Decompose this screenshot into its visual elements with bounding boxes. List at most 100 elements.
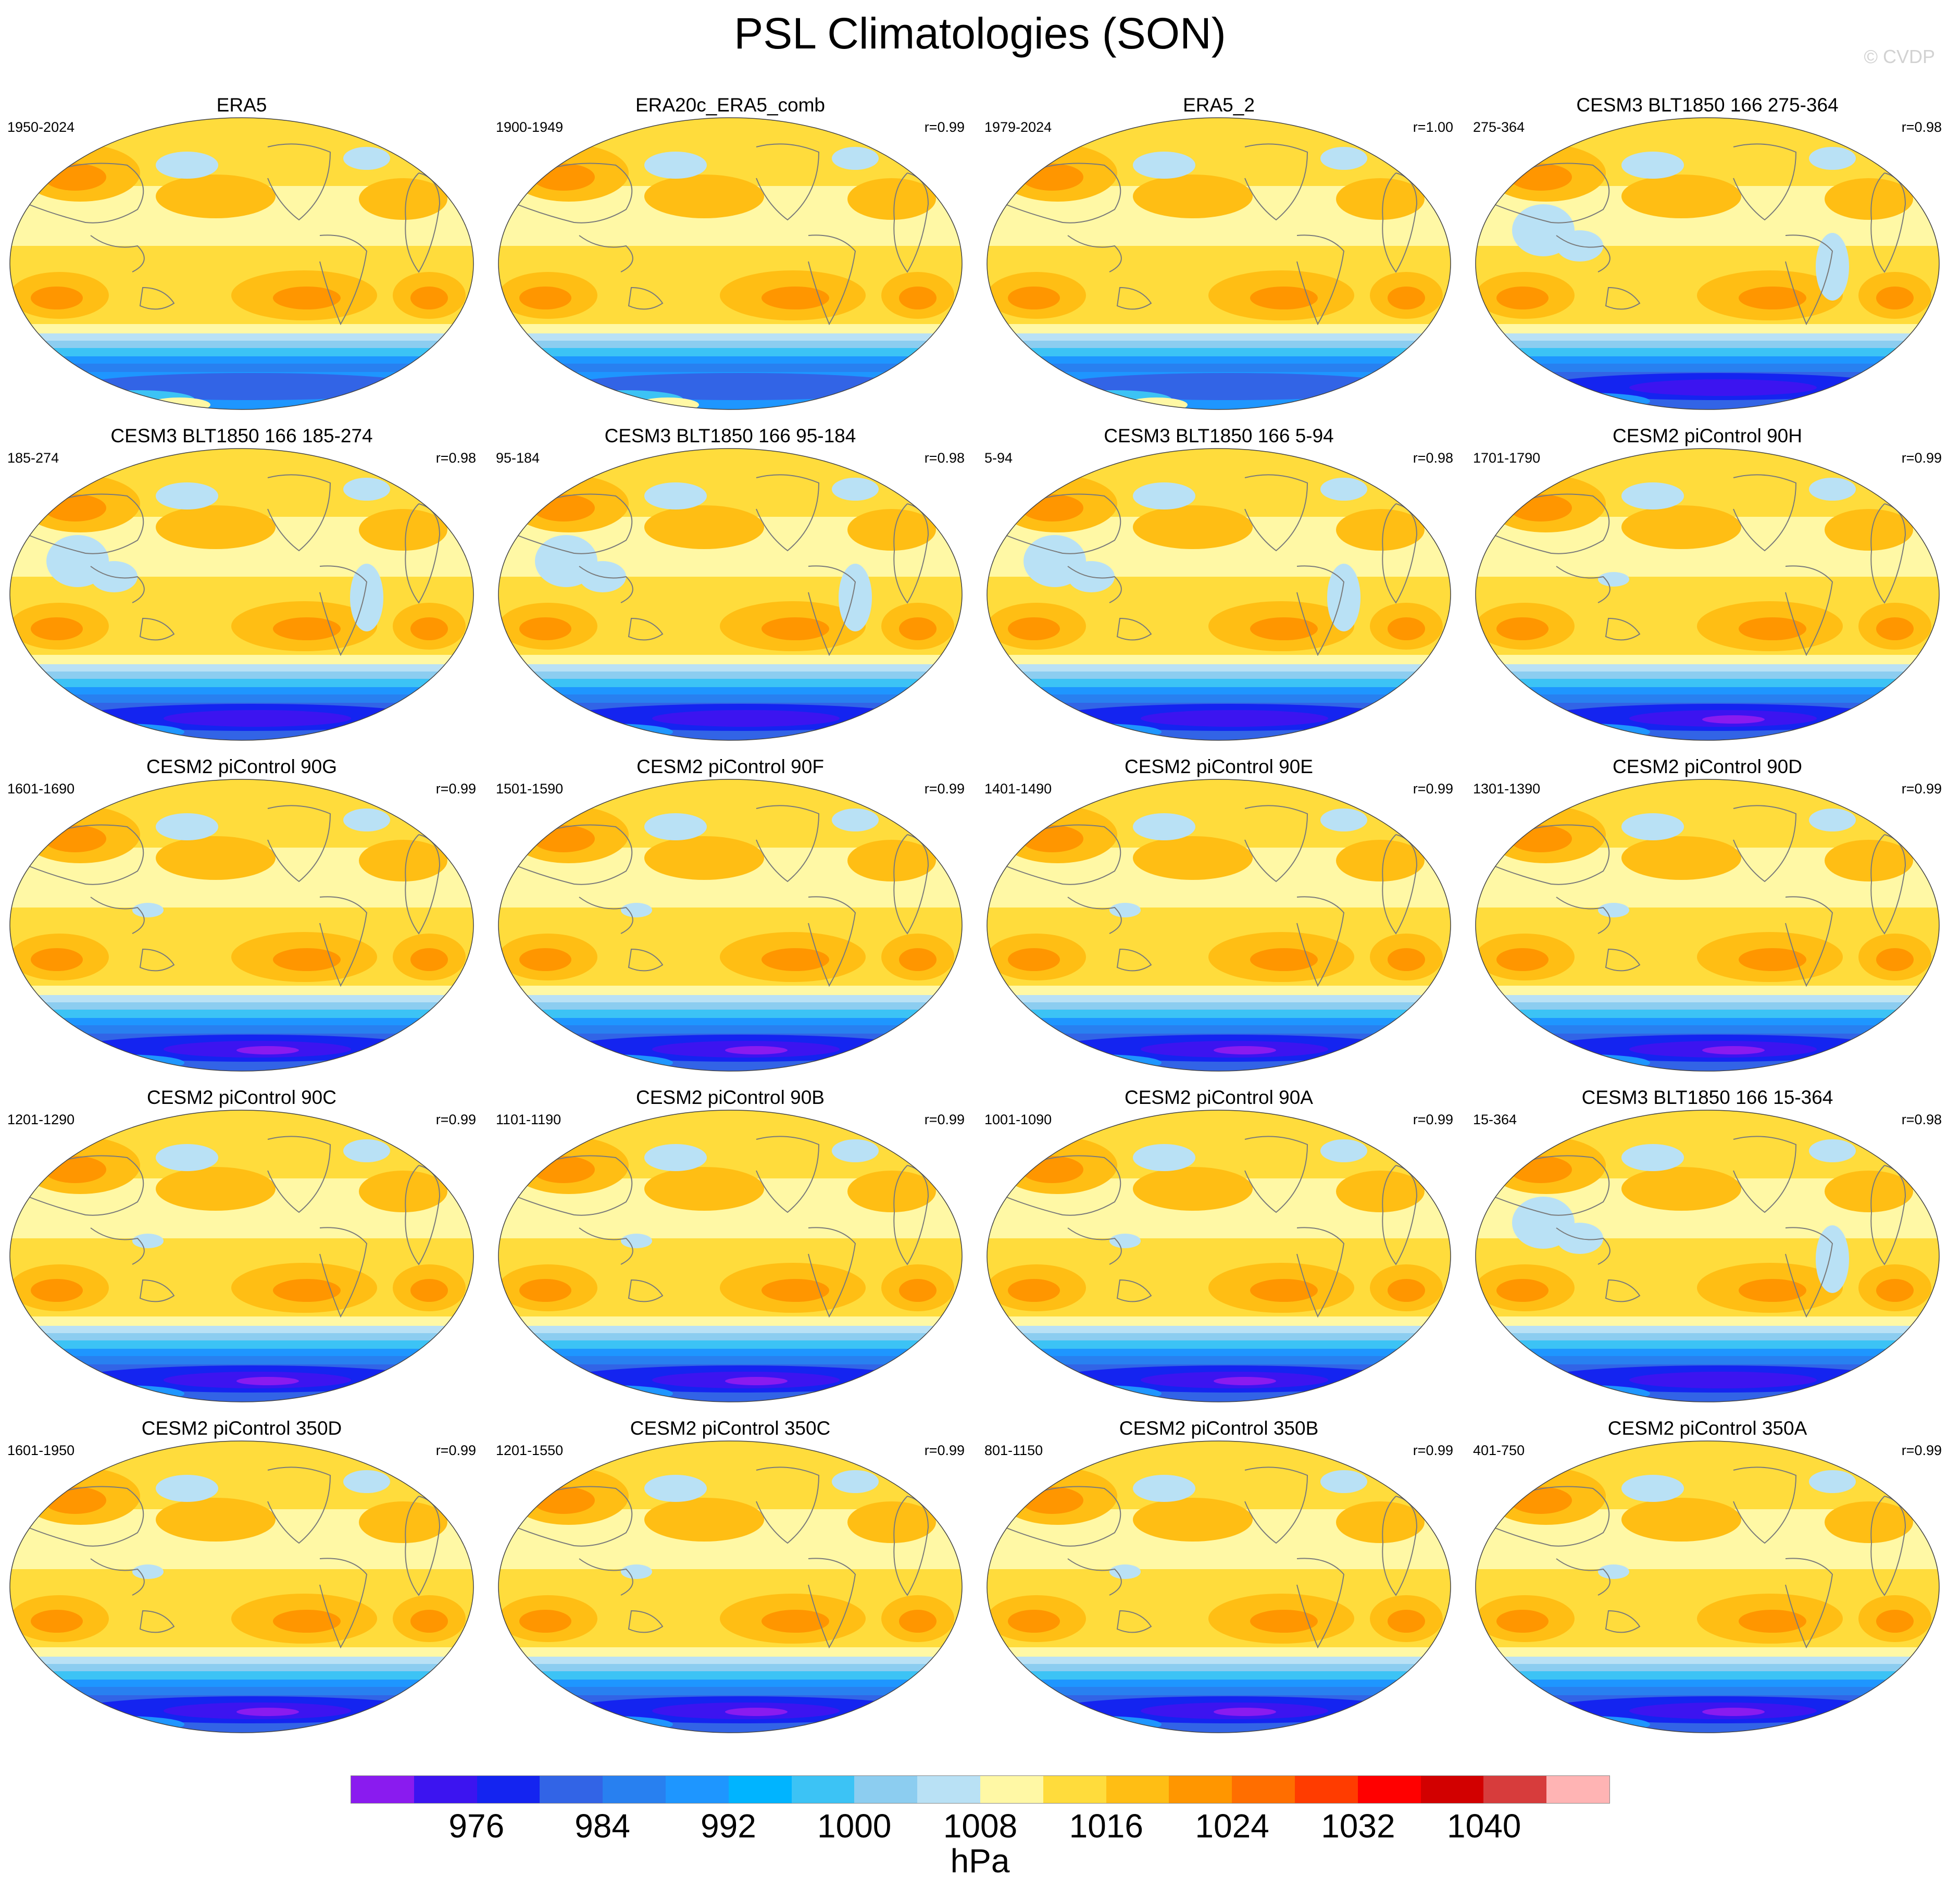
panel-title: CESM3 BLT1850 166 5-94	[1104, 425, 1334, 446]
coastline	[1116, 617, 1152, 641]
north-atlantic-high	[1336, 1171, 1425, 1212]
storm-track-996	[1476, 687, 1939, 694]
coastline	[319, 565, 368, 656]
coastline	[938, 808, 960, 846]
map-panel: CESM2 piControl 90B 1101-1190 r=0.99	[496, 1086, 965, 1404]
circumpolar-low-core	[652, 710, 840, 727]
panel-title: CESM2 piControl 350B	[1119, 1418, 1319, 1439]
siberian-high-core	[44, 494, 106, 521]
south-america-low	[1327, 564, 1360, 631]
colorbar-swatch	[980, 1776, 1043, 1803]
circumpolar-low-core	[1141, 710, 1328, 727]
storm-track-1000	[10, 1671, 473, 1680]
siberian-high-core	[1021, 494, 1083, 521]
psl-map	[987, 1110, 1451, 1402]
storm-track-992	[498, 1356, 962, 1364]
indian-ocean-high-core	[1008, 617, 1060, 640]
coastline	[267, 143, 331, 221]
panel-pattern-correlation: r=0.99	[1413, 1443, 1453, 1458]
circumpolar-low	[564, 373, 918, 400]
coastline	[756, 143, 820, 221]
north-atlantic-high	[847, 509, 936, 551]
north-america-ridge	[767, 474, 808, 492]
icelandic-low	[343, 478, 390, 501]
aleutian-low	[1133, 813, 1195, 840]
south-pacific-high-core	[761, 1279, 829, 1302]
north-pacific-high	[1133, 1498, 1253, 1542]
west-pacific-low	[621, 1234, 652, 1248]
coastline	[628, 948, 664, 972]
indian-ocean-high-core	[31, 287, 83, 309]
siberian-high-core	[532, 1156, 595, 1183]
south-pacific-high-core	[761, 287, 829, 309]
coastline	[938, 1470, 960, 1507]
north-atlantic-high	[1825, 1501, 1913, 1543]
coastline	[90, 566, 145, 603]
south-atlantic-high-core	[1876, 287, 1914, 309]
north-atlantic-high	[1336, 1501, 1425, 1543]
transition-band	[498, 324, 962, 333]
icelandic-low	[832, 1470, 879, 1493]
map-border	[9, 117, 474, 410]
colorbar-tick-label: 1032	[1321, 1807, 1395, 1845]
panel-pattern-correlation: r=0.98	[1901, 119, 1942, 135]
circumpolar-low-minimum	[1214, 1046, 1276, 1054]
circumpolar-low-minimum	[1702, 715, 1765, 724]
indian-ocean-high-core	[1496, 617, 1549, 640]
south-atlantic-high-core	[410, 1610, 448, 1633]
map-panel: ERA5 1950-2024	[7, 94, 476, 412]
storm-track-996	[498, 1018, 962, 1025]
south-pacific-high-core	[761, 1610, 829, 1633]
north-pacific-high	[1133, 836, 1253, 880]
north-atlantic-high	[1825, 178, 1913, 220]
coastline	[319, 234, 368, 326]
south-pacific-high-core	[1250, 1279, 1318, 1302]
storm-track-1000	[10, 1010, 473, 1018]
indian-ocean-high-core	[1496, 1610, 1549, 1633]
indian-ocean-high-core	[519, 287, 571, 309]
panel-pattern-correlation: r=0.98	[1901, 1112, 1942, 1127]
map-panel: CESM3 BLT1850 166 15-364 15-364 r=0.98	[1473, 1086, 1942, 1404]
psl-map	[9, 117, 474, 410]
south-pacific-high-core	[1250, 617, 1318, 640]
panel-years: 185-274	[7, 450, 59, 466]
coastline	[1427, 1470, 1449, 1507]
siberian-high-core	[1021, 825, 1083, 852]
icelandic-low	[1320, 147, 1367, 170]
panel-years: 1001-1090	[984, 1112, 1052, 1127]
indian-ocean-high-core	[31, 617, 83, 640]
panel-years: 1101-1190	[496, 1112, 561, 1127]
map-border	[498, 448, 963, 741]
coastline	[1067, 566, 1122, 603]
storm-track-1000	[1476, 679, 1939, 687]
coastline	[1556, 235, 1611, 272]
coastline	[450, 146, 471, 184]
aleutian-low	[1621, 813, 1684, 840]
panel-pattern-correlation: r=0.99	[924, 119, 965, 135]
panel-years: 5-94	[984, 450, 1013, 466]
coastline	[893, 1496, 929, 1596]
coastline	[1005, 1155, 1121, 1216]
storm-track-1004	[987, 1664, 1451, 1671]
map-border	[1475, 1110, 1940, 1402]
south-pacific-high-core	[273, 617, 341, 640]
coastline	[405, 1165, 441, 1265]
coastline	[1870, 1496, 1906, 1596]
panel-years: 1950-2024	[7, 119, 75, 135]
north-pacific-high	[1133, 1167, 1253, 1211]
aleutian-low	[1621, 1475, 1684, 1502]
icelandic-low	[343, 1139, 390, 1162]
psl-map	[498, 117, 963, 410]
coastline	[1493, 493, 1610, 554]
coastline	[1244, 474, 1308, 552]
storm-track-992	[987, 1687, 1451, 1695]
storm-track-1004	[1476, 1664, 1939, 1671]
transition-band	[987, 1316, 1451, 1326]
storm-track-996	[1476, 1018, 1939, 1025]
storm-track-996	[1476, 1349, 1939, 1356]
colorbar-swatch	[1483, 1776, 1547, 1803]
psl-map	[1475, 117, 1940, 410]
panel-pattern-correlation: r=0.98	[1413, 450, 1453, 466]
panel-pattern-correlation: r=0.99	[435, 1112, 476, 1127]
coastline	[28, 824, 144, 885]
